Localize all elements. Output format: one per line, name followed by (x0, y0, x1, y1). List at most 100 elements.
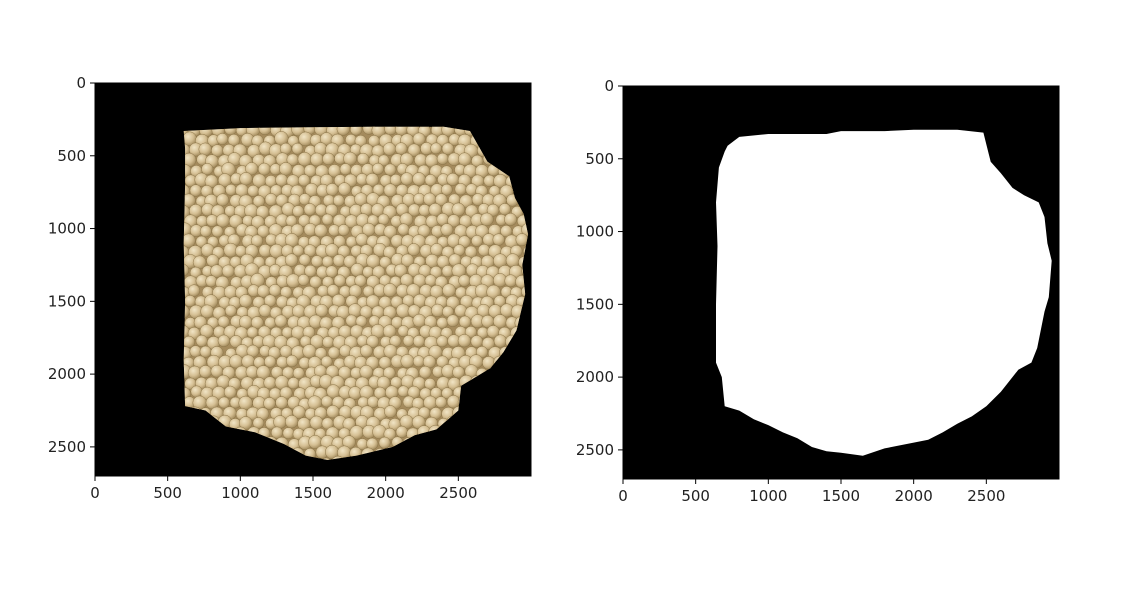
bean (247, 184, 260, 197)
bean (515, 233, 529, 247)
bean (383, 224, 397, 239)
bean (440, 223, 454, 237)
y-tick-label: 2500 (48, 438, 86, 456)
bean (239, 172, 253, 186)
bean (359, 364, 374, 379)
y-tick-label: 500 (57, 147, 86, 165)
bean (446, 314, 460, 327)
bean (454, 183, 467, 196)
bean (332, 194, 345, 207)
bean (183, 263, 190, 277)
bean (275, 396, 288, 409)
bean (383, 366, 396, 380)
bean (184, 295, 197, 307)
bean (205, 275, 218, 288)
y-tick-label: 2000 (576, 368, 614, 386)
bean (458, 274, 471, 287)
bean (284, 253, 299, 267)
bean (303, 203, 317, 216)
bean (345, 314, 358, 327)
bean-cluster (183, 126, 529, 460)
x-tick-label: 500 (153, 484, 182, 502)
bean (372, 162, 384, 175)
bean (384, 163, 397, 176)
bean (287, 377, 300, 390)
bean (190, 385, 203, 398)
bean (458, 315, 472, 328)
bean (238, 294, 253, 308)
bean (314, 223, 328, 238)
bean (310, 152, 324, 167)
bean (332, 254, 346, 267)
bean (315, 303, 329, 318)
bean (366, 335, 380, 348)
bean-clip-group (183, 126, 529, 460)
x-tick-label: 2000 (895, 487, 933, 505)
bean (412, 132, 426, 146)
bean (431, 303, 445, 318)
bean (418, 365, 432, 379)
bean (430, 142, 442, 155)
bean (441, 142, 455, 155)
bean (333, 274, 346, 287)
x-tick-label: 1500 (822, 487, 860, 505)
bean (227, 133, 241, 147)
bean (322, 152, 335, 166)
bean (498, 203, 511, 216)
left-x-axis: 0 500 1000 1500 2000 2500 (90, 476, 477, 502)
y-tick-label: 1500 (48, 292, 86, 310)
bean (223, 385, 237, 399)
bean (250, 316, 264, 329)
bean (504, 212, 518, 226)
bean (199, 345, 212, 358)
x-tick-label: 1000 (221, 484, 259, 502)
bean (382, 142, 397, 156)
bean (452, 365, 465, 379)
bean (356, 152, 370, 166)
bean (297, 152, 312, 167)
bean (457, 334, 472, 348)
bean (292, 205, 305, 218)
bean (521, 222, 529, 237)
bean (199, 225, 212, 238)
bean (395, 425, 408, 438)
bean (263, 376, 277, 390)
bean (314, 347, 328, 360)
bean (493, 334, 507, 348)
bean (183, 193, 196, 208)
x-tick-label: 2000 (367, 484, 405, 502)
bean (397, 223, 410, 236)
bean (377, 154, 390, 167)
bean (436, 152, 449, 165)
bean (310, 255, 324, 268)
bean (383, 283, 397, 298)
bean (436, 335, 449, 348)
bean (297, 174, 311, 187)
bean (216, 133, 229, 145)
bean (504, 274, 518, 288)
bean (343, 151, 357, 166)
bean (378, 436, 391, 449)
bean (309, 275, 322, 289)
bean (302, 344, 317, 359)
x-tick-label: 1000 (749, 487, 787, 505)
bean (264, 193, 278, 206)
bean (201, 163, 214, 176)
bean (285, 415, 299, 429)
bean (337, 182, 352, 196)
bean (320, 457, 333, 460)
left-image-panel: 0 500 1000 1500 2000 2500 0 500 1000 1500 2000 250… (48, 74, 532, 502)
bean (393, 263, 408, 278)
bean (274, 314, 288, 328)
bean (451, 202, 466, 217)
bean (199, 365, 212, 379)
y-tick-label: 2500 (576, 441, 614, 459)
bean (183, 233, 196, 248)
bean (424, 174, 437, 187)
y-tick-label: 1000 (576, 223, 614, 241)
bean (211, 225, 224, 238)
y-tick-label: 1000 (48, 220, 86, 238)
bean (217, 334, 231, 347)
bean (250, 234, 264, 247)
